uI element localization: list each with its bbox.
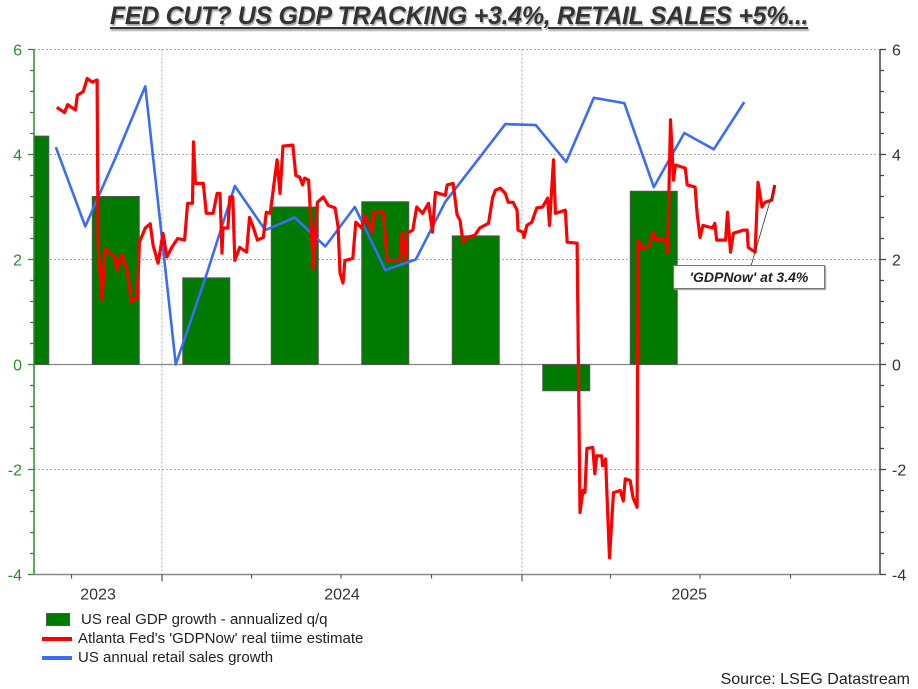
- y-tick-label-left: 6: [13, 43, 22, 60]
- legend-swatch-retail: [42, 655, 72, 660]
- y-tick-label-left: -4: [8, 568, 22, 585]
- annotation-leader: [750, 184, 776, 267]
- source-note: Source: LSEG Datastream: [720, 671, 910, 688]
- legend-item-gdpnow: Atlanta Fed's 'GDPNow' real tiime estima…: [42, 629, 363, 648]
- y-tick-label-right: -2: [892, 463, 906, 480]
- gdp-bar: [34, 135, 50, 365]
- y-tick-label-left: 2: [13, 253, 22, 270]
- chart-title: FED CUT? US GDP TRACKING +3.4%, RETAIL S…: [109, 2, 809, 30]
- gdpnow-line: [55, 76, 777, 560]
- y-tick-label-right: 2: [892, 253, 901, 270]
- plot-area: [34, 76, 777, 560]
- legend-swatch-gdpnow: [42, 636, 72, 641]
- y-tick-label-right: 0: [892, 358, 901, 375]
- legend-label-gdp: US real GDP growth - annualized q/q: [81, 611, 328, 628]
- legend-label-retail: US annual retail sales growth: [78, 649, 274, 666]
- y-tick-label-right: -4: [892, 568, 906, 585]
- gdp-bar: [451, 235, 500, 365]
- y-tick-label-left: 4: [13, 148, 22, 165]
- retail-sales-line: [54, 85, 746, 366]
- legend-item-gdp: US real GDP growth - annualized q/q: [42, 610, 363, 629]
- legend-label-gdpnow: Atlanta Fed's 'GDPNow' real tiime estima…: [78, 630, 364, 647]
- legend-swatch-gdp: [46, 613, 70, 626]
- x-tick-label: 2023: [80, 587, 116, 604]
- legend: US real GDP growth - annualized q/q Atla…: [42, 610, 363, 667]
- gdpnow-annotation: 'GDPNow' at 3.4%: [673, 265, 825, 289]
- x-tick-label: 2024: [324, 587, 360, 604]
- gdp-bar: [542, 364, 591, 392]
- y-tick-label-left: -2: [8, 463, 22, 480]
- x-tick-label: 2025: [671, 587, 707, 604]
- y-tick-label-right: 6: [892, 43, 901, 60]
- legend-item-retail: US annual retail sales growth: [42, 648, 363, 667]
- y-tick-label-left: 0: [13, 358, 22, 375]
- y-tick-label-right: 4: [892, 148, 901, 165]
